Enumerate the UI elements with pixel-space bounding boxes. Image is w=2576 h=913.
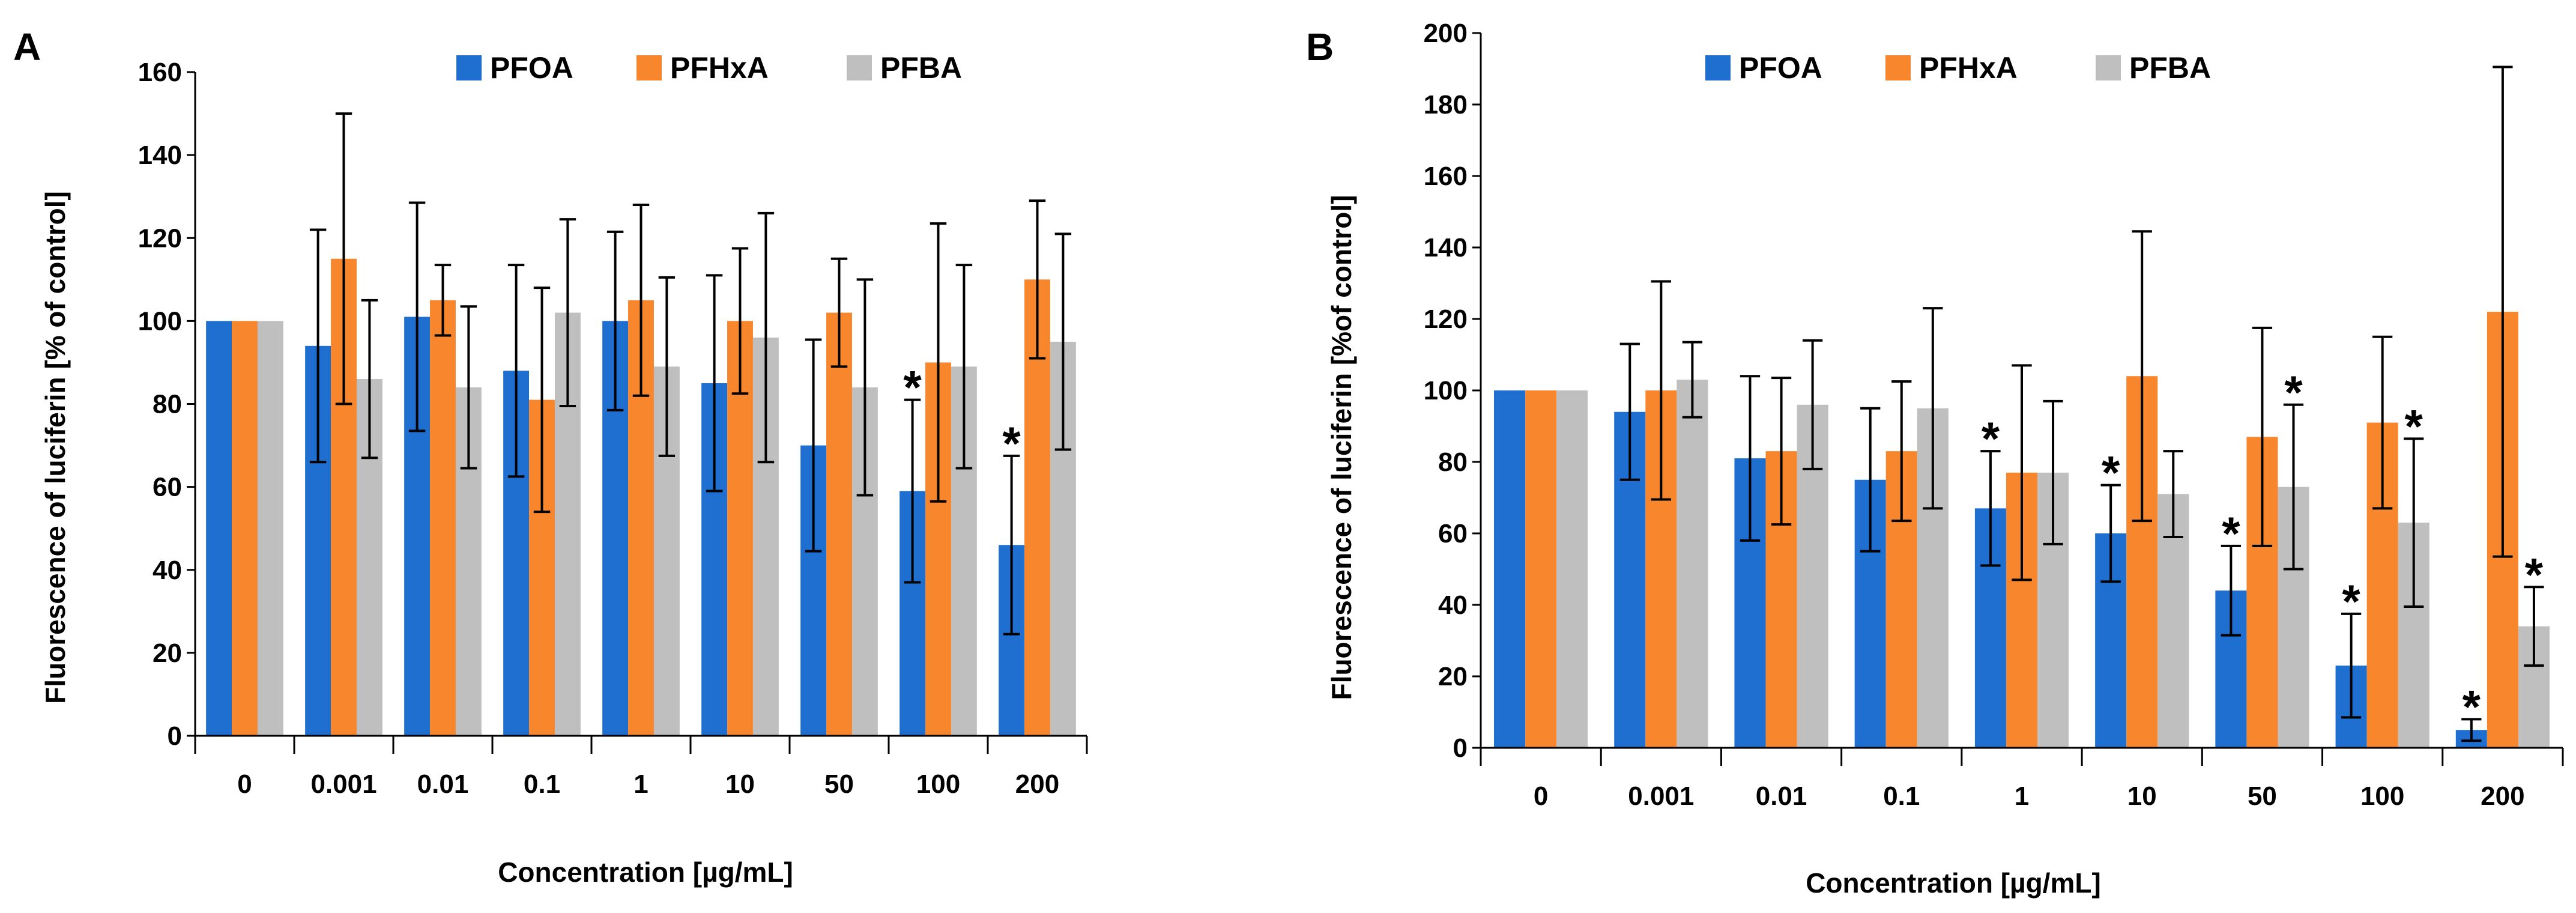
x-tick-label: 0.01 bbox=[417, 769, 469, 799]
y-tick-label: 40 bbox=[1438, 590, 1468, 620]
significance-marker: * bbox=[2222, 507, 2240, 560]
legend-swatch-pfoa bbox=[1705, 55, 1731, 80]
legend-label-pfba: PFBA bbox=[2129, 51, 2211, 85]
y-tick-label: 200 bbox=[1424, 19, 1468, 48]
legend-swatch-pfhxa bbox=[636, 55, 662, 80]
y-tick-label: 100 bbox=[1424, 376, 1468, 405]
bar-pfba bbox=[257, 321, 283, 736]
y-tick-label: 100 bbox=[138, 306, 182, 336]
y-tick-label: 0 bbox=[1453, 733, 1468, 763]
bar-pfhxa bbox=[232, 321, 258, 736]
bar-pfoa bbox=[206, 321, 232, 736]
significance-marker: * bbox=[1982, 412, 2000, 465]
y-tick-label: 0 bbox=[168, 721, 182, 751]
significance-marker: * bbox=[1002, 417, 1021, 470]
legend-label-pfhxa: PFHxA bbox=[670, 51, 769, 85]
significance-marker: * bbox=[2463, 680, 2481, 733]
significance-marker: * bbox=[2342, 575, 2360, 628]
x-tick-label: 100 bbox=[2360, 781, 2404, 811]
bar-pfhxa bbox=[826, 312, 852, 736]
x-tick-label: 1 bbox=[2015, 781, 2029, 811]
significance-marker: * bbox=[2102, 446, 2120, 499]
x-tick-label: 0.01 bbox=[1756, 781, 1807, 811]
x-tick-label: 100 bbox=[916, 769, 960, 799]
x-tick-label: 0 bbox=[1534, 781, 1548, 811]
legend-swatch-pfoa bbox=[456, 55, 482, 80]
x-tick-label: 0.1 bbox=[524, 769, 560, 799]
legend-swatch-pfba bbox=[2096, 55, 2121, 80]
x-tick-label: 10 bbox=[725, 769, 755, 799]
bar-pfhxa bbox=[430, 300, 456, 736]
y-tick-label: 160 bbox=[1424, 162, 1468, 191]
x-tick-label: 1 bbox=[633, 769, 648, 799]
x-tick-label: 0.001 bbox=[310, 769, 376, 799]
legend-label-pfhxa: PFHxA bbox=[1919, 51, 2018, 85]
x-tick-label: 10 bbox=[2127, 781, 2157, 811]
y-tick-label: 40 bbox=[153, 556, 182, 585]
legend-swatch-pfba bbox=[847, 55, 872, 80]
bar-pfba bbox=[1556, 390, 1588, 748]
legend-label-pfoa: PFOA bbox=[490, 51, 573, 85]
x-tick-label: 0.001 bbox=[1628, 781, 1694, 811]
y-tick-label: 140 bbox=[138, 141, 182, 170]
y-tick-label: 160 bbox=[138, 58, 182, 87]
x-tick-label: 0.1 bbox=[1883, 781, 1920, 811]
y-tick-label: 80 bbox=[1438, 447, 1468, 477]
y-tick-label: 20 bbox=[153, 638, 182, 668]
y-tick-label: 180 bbox=[1424, 90, 1468, 120]
y-tick-label: 60 bbox=[1438, 519, 1468, 548]
x-axis-title-a: Concentration [µg/mL] bbox=[498, 857, 793, 888]
x-tick-label: 50 bbox=[2248, 781, 2277, 811]
y-tick-label: 60 bbox=[153, 473, 182, 502]
y-axis-title-a: Fluorescence of luciferin [% of control] bbox=[40, 191, 71, 704]
significance-marker: * bbox=[2284, 366, 2303, 419]
y-axis-title-b: Fluorescence of luciferin [%of control] bbox=[1326, 195, 1357, 700]
bar-pfoa bbox=[1494, 390, 1526, 748]
y-tick-label: 80 bbox=[153, 390, 182, 419]
chart-panel-b: 0 20 40 60 80 100 120 140 160 180 200 * * * * * * * * 0 0.00… bbox=[1424, 19, 2564, 811]
x-tick-label: 200 bbox=[1015, 769, 1059, 799]
legend-swatch-pfhxa bbox=[1885, 55, 1911, 80]
panel-letter-b: B bbox=[1306, 25, 1334, 68]
significance-marker: * bbox=[2405, 399, 2423, 452]
x-tick-label: 0 bbox=[237, 769, 252, 799]
x-tick-label: 50 bbox=[824, 769, 854, 799]
y-tick-label: 140 bbox=[1424, 233, 1468, 262]
y-tick-label: 20 bbox=[1438, 662, 1468, 691]
chart-panel-a: 0 20 40 60 80 100 120 140 160 * * 0 0.001 0.01 0.1 1 10 5… bbox=[138, 51, 1088, 799]
legend-label-pfoa: PFOA bbox=[1739, 51, 1822, 85]
x-axis-title-b: Concentration [µg/mL] bbox=[1806, 867, 2101, 899]
significance-marker: * bbox=[903, 361, 922, 414]
y-tick-label: 120 bbox=[138, 223, 182, 253]
legend-label-pfba: PFBA bbox=[880, 51, 962, 85]
x-tick-label: 200 bbox=[2481, 781, 2524, 811]
bar-pfba bbox=[1677, 380, 1708, 748]
significance-marker: * bbox=[2525, 548, 2544, 601]
bar-pfhxa bbox=[1525, 390, 1557, 748]
panel-letter-a: A bbox=[13, 25, 41, 68]
y-tick-label: 120 bbox=[1424, 305, 1468, 334]
